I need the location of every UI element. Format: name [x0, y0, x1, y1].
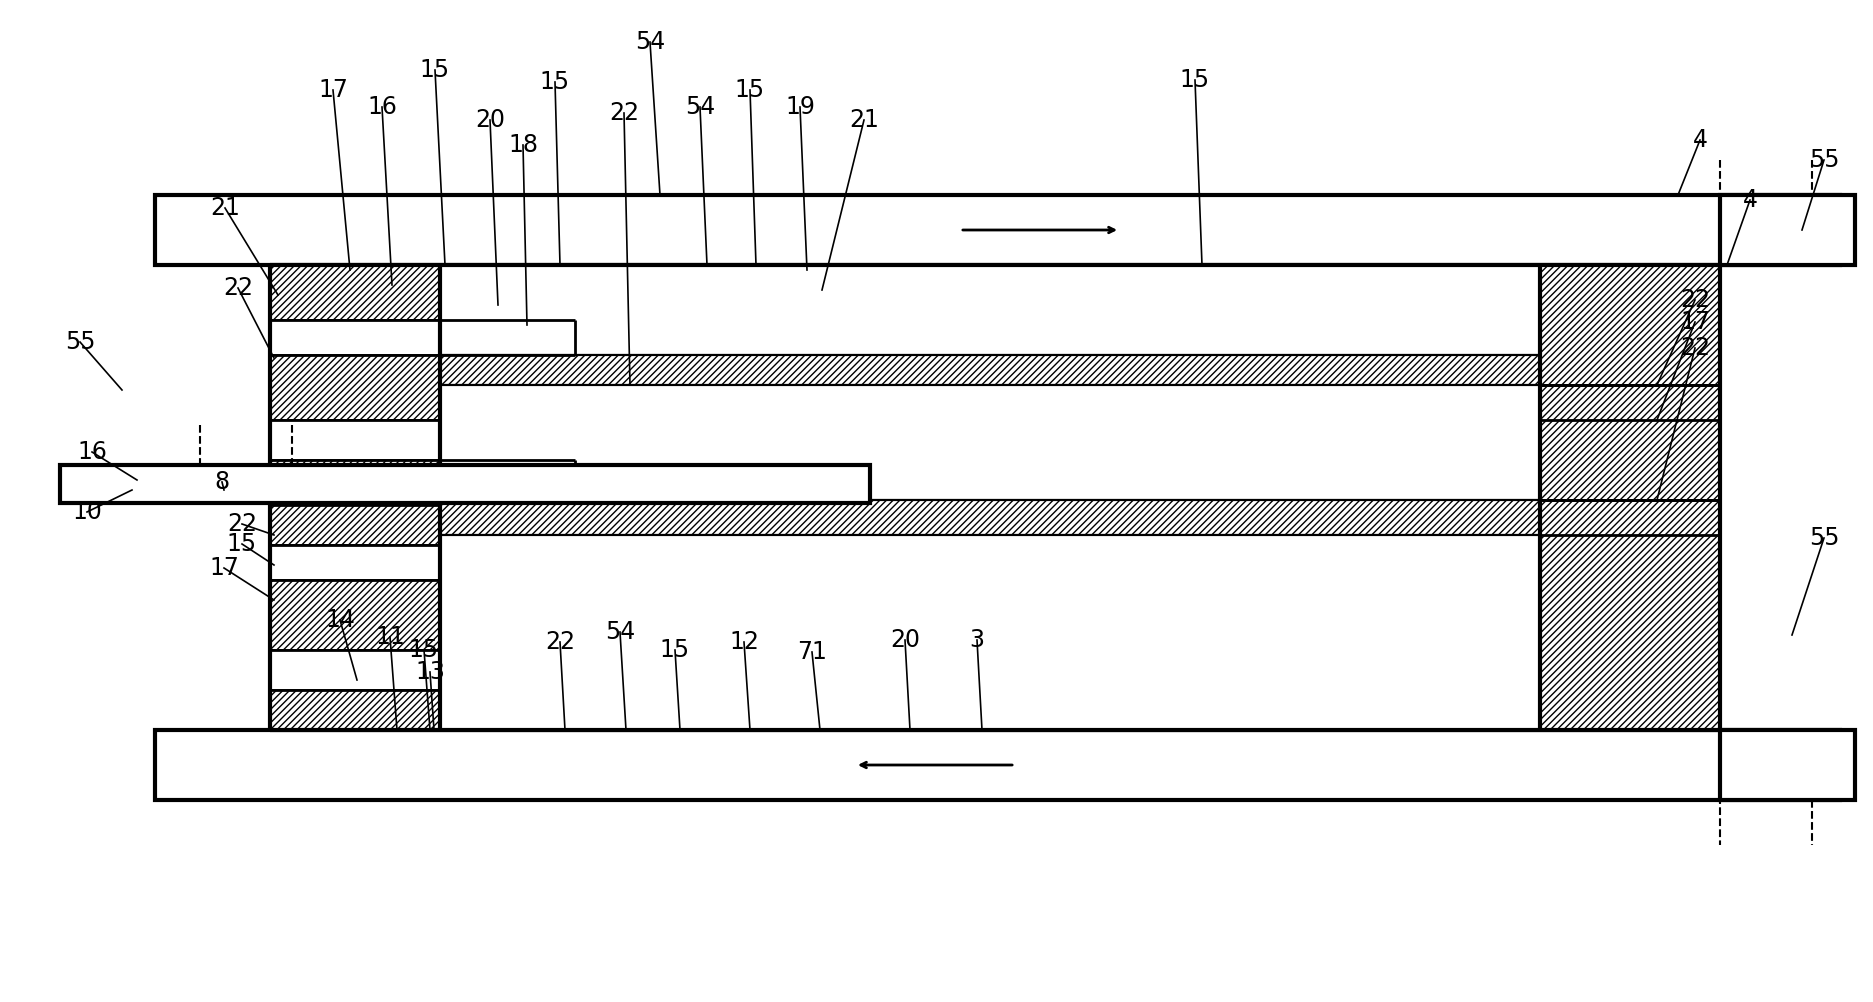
Bar: [440, 355, 1540, 385]
Bar: [440, 385, 1540, 500]
Text: 4: 4: [1691, 128, 1706, 152]
Bar: [270, 545, 440, 580]
Text: 21: 21: [210, 196, 240, 220]
Text: 16: 16: [77, 440, 107, 464]
Text: 15: 15: [227, 532, 257, 556]
Text: 17: 17: [1680, 310, 1708, 334]
Text: 55: 55: [1807, 148, 1837, 172]
Text: 22: 22: [1678, 336, 1708, 360]
Text: 22: 22: [227, 512, 257, 536]
Bar: [270, 460, 440, 505]
Bar: [1540, 265, 1719, 385]
Text: 17: 17: [318, 78, 348, 102]
Text: 20: 20: [474, 108, 504, 132]
Text: 55: 55: [1807, 526, 1837, 550]
Text: 15: 15: [734, 78, 764, 102]
Text: 19: 19: [785, 95, 815, 119]
Text: 22: 22: [609, 101, 639, 125]
Text: 22: 22: [223, 276, 253, 300]
Text: 12: 12: [729, 630, 759, 654]
Bar: [1540, 385, 1719, 500]
Text: 3: 3: [968, 628, 983, 652]
Bar: [1719, 730, 1854, 800]
Text: 15: 15: [659, 638, 689, 662]
Text: 14: 14: [324, 608, 354, 632]
Bar: [155, 195, 1839, 265]
Text: 20: 20: [890, 628, 920, 652]
Text: 11: 11: [375, 625, 405, 649]
Bar: [270, 355, 440, 420]
Text: 54: 54: [605, 620, 635, 644]
Text: 17: 17: [210, 556, 240, 580]
Bar: [270, 420, 440, 460]
Text: 55: 55: [66, 330, 96, 354]
Bar: [270, 580, 440, 650]
Text: 13: 13: [414, 660, 444, 684]
Bar: [155, 730, 1839, 800]
Text: 71: 71: [796, 640, 826, 664]
Bar: [270, 320, 440, 355]
Bar: [1719, 195, 1854, 265]
Text: 16: 16: [367, 95, 397, 119]
Bar: [440, 265, 1540, 355]
Bar: [270, 650, 440, 690]
Text: 15: 15: [420, 58, 450, 82]
Bar: [440, 535, 1540, 730]
Bar: [1540, 500, 1719, 730]
Bar: [270, 265, 440, 320]
Bar: [440, 500, 1540, 535]
Text: 22: 22: [545, 630, 575, 654]
Text: 54: 54: [684, 95, 715, 119]
Text: 21: 21: [848, 108, 878, 132]
Text: 10: 10: [71, 500, 101, 524]
Text: 15: 15: [539, 70, 569, 94]
Bar: [270, 505, 440, 545]
Text: 54: 54: [635, 30, 665, 54]
Text: 18: 18: [508, 133, 538, 157]
Bar: [270, 690, 440, 730]
Bar: [60, 465, 869, 503]
Text: 22: 22: [1678, 288, 1708, 312]
Text: 15: 15: [408, 638, 438, 662]
Text: 4: 4: [1742, 188, 1757, 212]
Text: 8: 8: [214, 470, 229, 494]
Text: 15: 15: [1180, 68, 1210, 92]
